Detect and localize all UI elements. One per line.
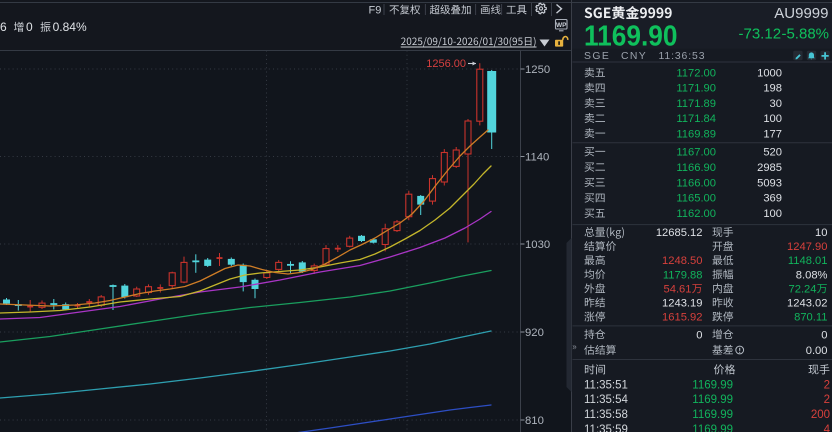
svg-text:1171.84: 1171.84 (676, 113, 716, 125)
svg-text:1169.90: 1169.90 (584, 21, 678, 53)
svg-text:200: 200 (811, 409, 830, 421)
svg-text:1248.50: 1248.50 (662, 255, 702, 267)
svg-text:810: 810 (525, 415, 544, 427)
svg-text:WP: WP (556, 22, 567, 29)
svg-text:1166.90: 1166.90 (676, 162, 716, 174)
svg-text:1256.00: 1256.00 (426, 58, 466, 70)
svg-text:54.61: 54.61 (664, 283, 692, 295)
svg-text:SGE: SGE (584, 51, 610, 62)
svg-text:870.11: 870.11 (794, 312, 827, 324)
svg-text:1166.00: 1166.00 (676, 177, 716, 189)
svg-text:1169.99: 1169.99 (692, 379, 733, 391)
svg-text:1179.88: 1179.88 (663, 269, 703, 281)
svg-text:1243.19: 1243.19 (662, 298, 702, 310)
svg-text:1140: 1140 (525, 152, 549, 164)
svg-text:6: 6 (0, 20, 7, 34)
svg-text:11:35:58: 11:35:58 (584, 409, 628, 421)
svg-text:1250: 1250 (525, 64, 550, 76)
svg-text:CNY: CNY (621, 51, 647, 62)
svg-text:2: 2 (824, 379, 830, 391)
svg-text:1167.00: 1167.00 (676, 147, 716, 159)
svg-text:1169.99: 1169.99 (692, 409, 733, 421)
svg-text:0: 0 (696, 329, 702, 341)
svg-text:11:35:51: 11:35:51 (584, 379, 628, 391)
svg-text:1000: 1000 (757, 68, 782, 80)
svg-text:177: 177 (763, 128, 782, 140)
svg-text:30: 30 (770, 98, 782, 110)
svg-text:1162.00: 1162.00 (676, 208, 716, 220)
svg-text:-5.88%: -5.88% (781, 26, 829, 43)
svg-text:1172.00: 1172.00 (676, 68, 716, 80)
svg-text:5093: 5093 (757, 177, 782, 189)
svg-text:1169.89: 1169.89 (676, 128, 716, 140)
svg-text:1165.00: 1165.00 (676, 193, 716, 205)
svg-text:1171.90: 1171.90 (676, 83, 716, 95)
svg-text:1615.92: 1615.92 (662, 312, 702, 324)
svg-text:0.84%: 0.84% (53, 20, 87, 34)
svg-text:11:35:59: 11:35:59 (584, 424, 628, 432)
svg-text:0: 0 (26, 20, 33, 34)
svg-text:10: 10 (815, 227, 827, 239)
svg-text:1169.99: 1169.99 (692, 424, 733, 432)
svg-text:AU9999: AU9999 (774, 5, 828, 22)
svg-text:100: 100 (763, 208, 782, 220)
svg-text:1030: 1030 (525, 239, 550, 251)
svg-text:1148.01: 1148.01 (788, 255, 828, 267)
svg-text:2985: 2985 (757, 162, 782, 174)
svg-text:369: 369 (763, 193, 782, 205)
svg-text:F9: F9 (369, 5, 382, 17)
svg-text:100: 100 (763, 113, 782, 125)
svg-text:0.00: 0.00 (806, 345, 828, 357)
svg-text:11:35:54: 11:35:54 (584, 394, 629, 406)
svg-text:4: 4 (824, 424, 831, 432)
svg-text:920: 920 (525, 327, 544, 339)
svg-text:1243.02: 1243.02 (787, 298, 827, 310)
svg-text:12685.12: 12685.12 (656, 227, 703, 239)
svg-text:1169.99: 1169.99 (692, 394, 733, 406)
svg-text:-73.12: -73.12 (739, 26, 782, 43)
svg-text:2: 2 (824, 394, 830, 406)
svg-text:1171.89: 1171.89 (676, 98, 716, 110)
svg-text:520: 520 (763, 147, 782, 159)
svg-text:72.24: 72.24 (789, 283, 817, 295)
svg-text:198: 198 (763, 83, 782, 95)
svg-text:11:36:53: 11:36:53 (659, 51, 706, 62)
svg-text:8.08%: 8.08% (796, 269, 828, 281)
svg-text:1247.90: 1247.90 (787, 241, 827, 253)
svg-text:0: 0 (821, 329, 827, 341)
